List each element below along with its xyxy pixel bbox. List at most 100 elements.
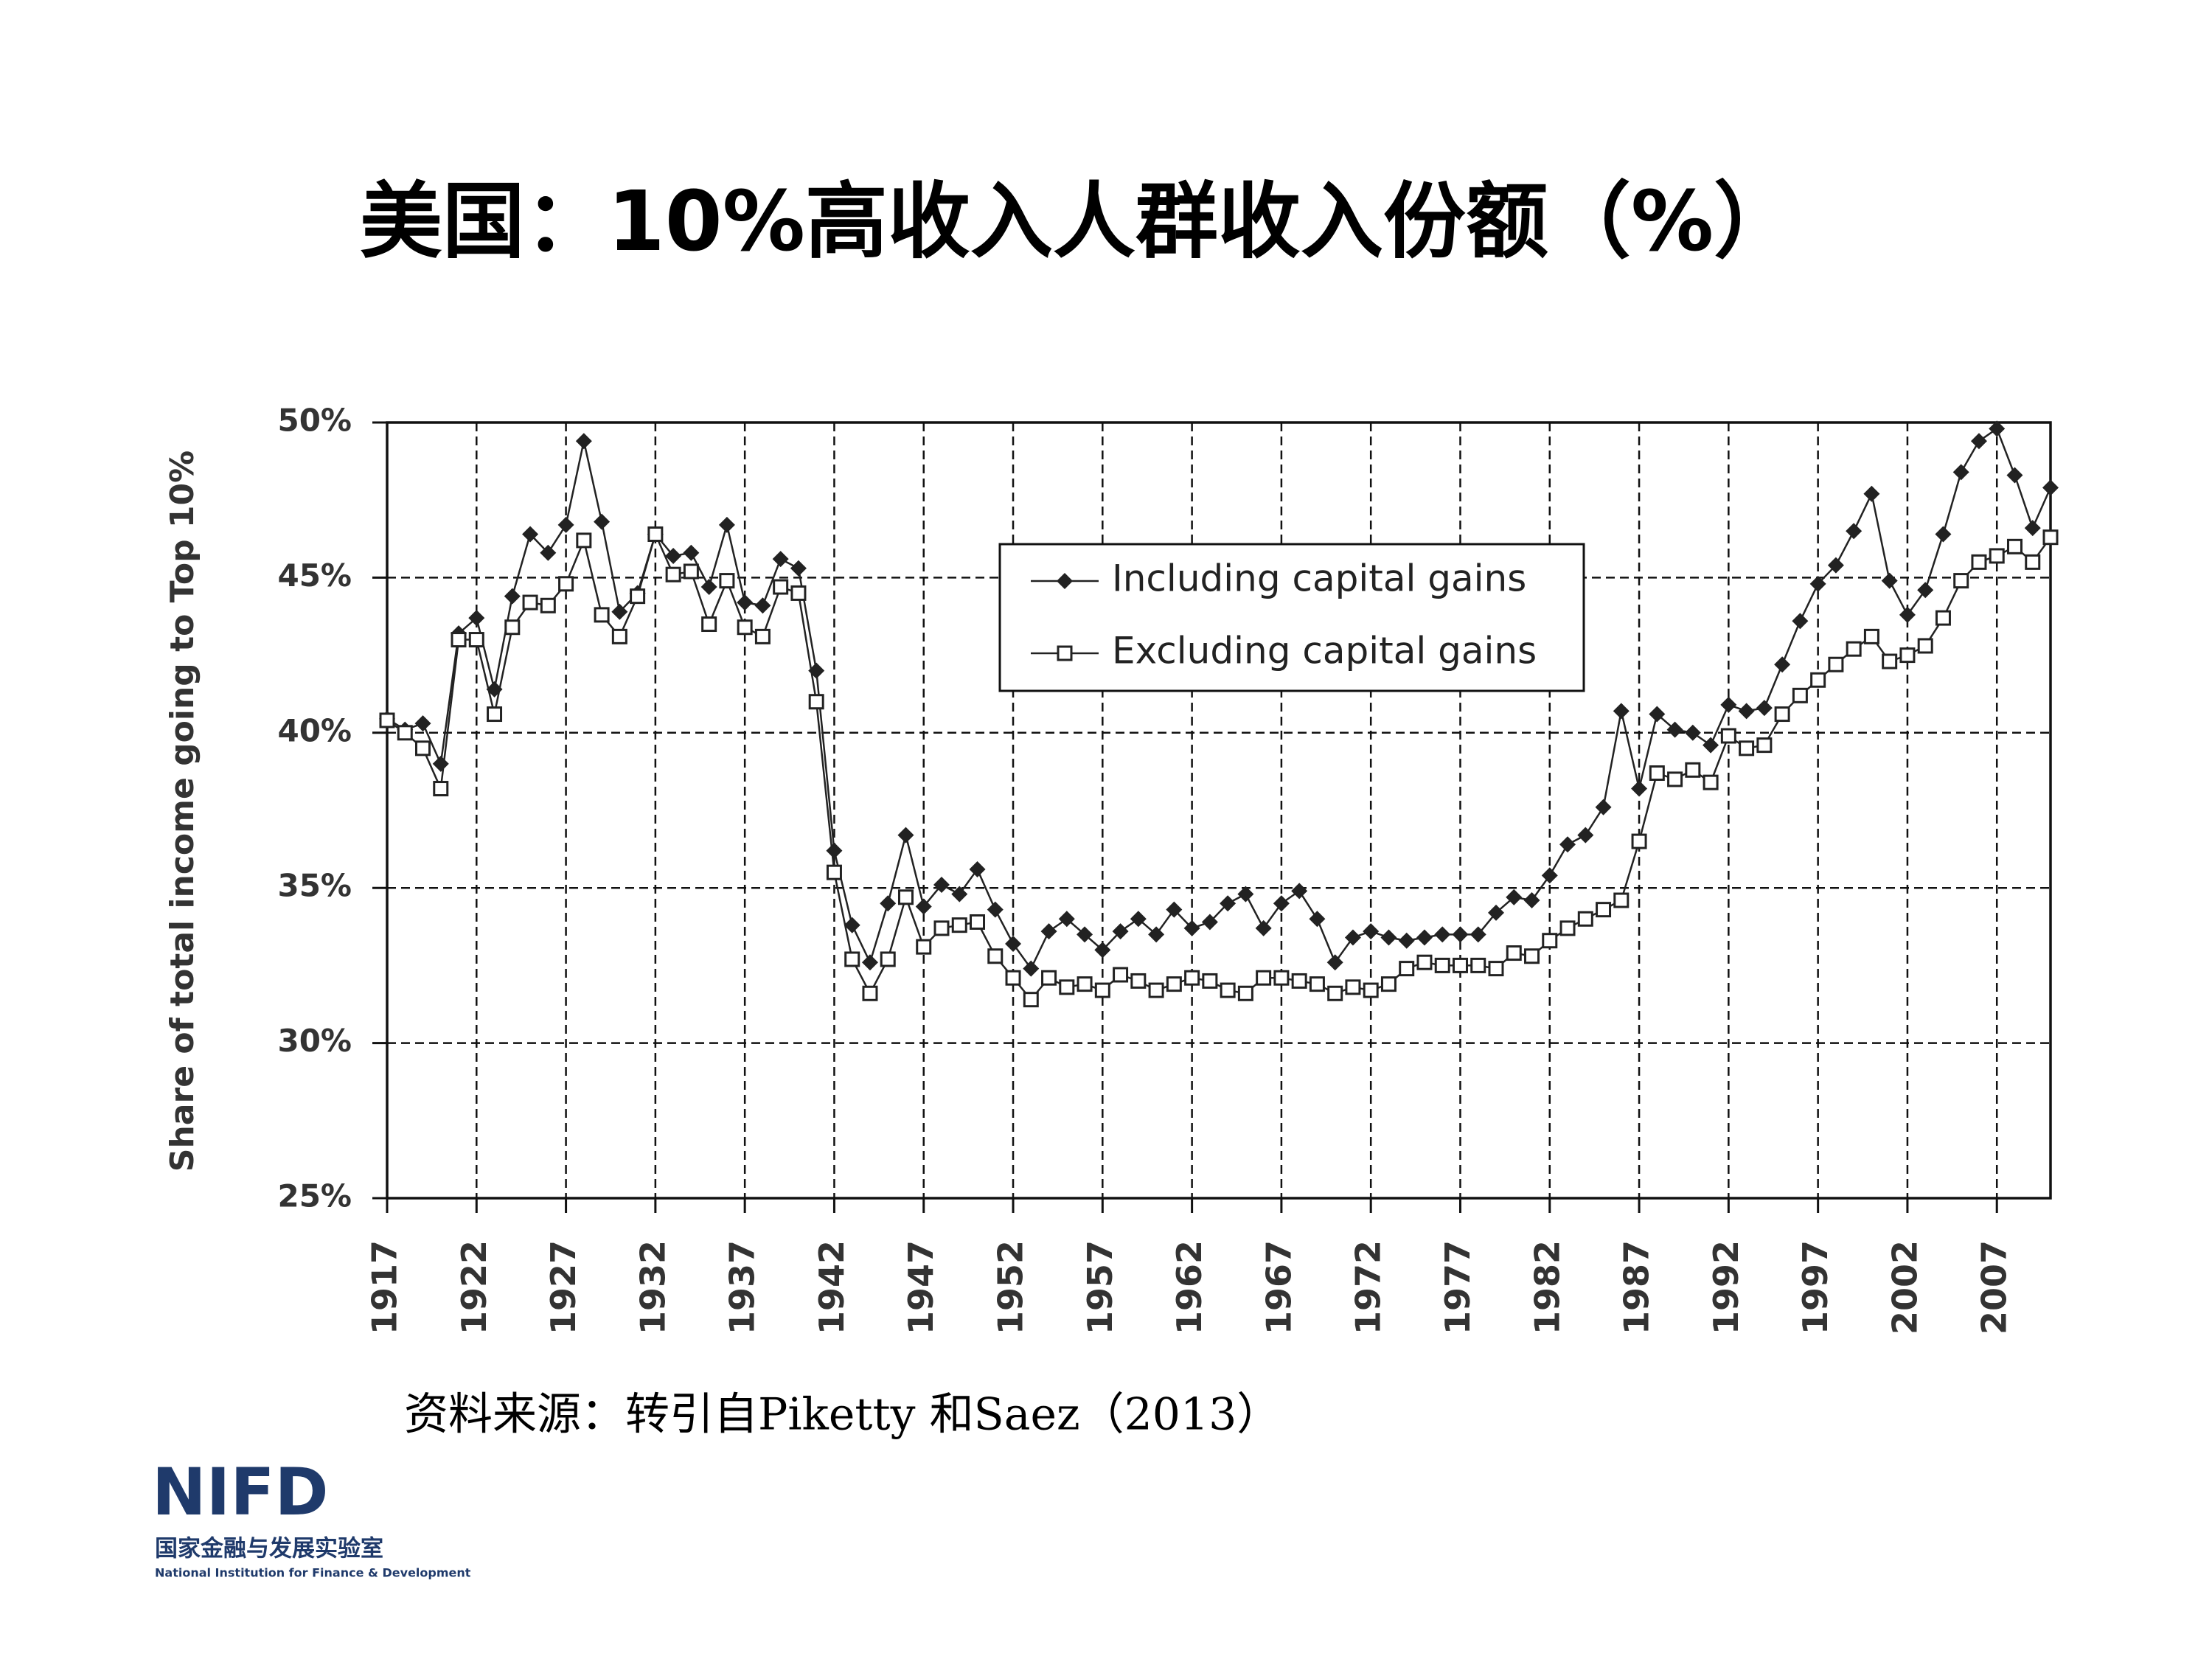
y-tick-label: 25% — [277, 1178, 352, 1214]
data-point — [862, 985, 878, 1001]
data-point — [1809, 575, 1826, 592]
data-point — [468, 610, 485, 627]
data-point — [1488, 961, 1504, 977]
data-point — [1166, 976, 1182, 992]
data-point — [897, 889, 914, 905]
data-point — [1309, 976, 1325, 992]
data-point — [897, 827, 914, 844]
data-point — [754, 597, 771, 614]
data-point — [1935, 526, 1952, 543]
data-point — [1613, 892, 1630, 908]
data-point — [1756, 737, 1773, 754]
data-point — [826, 864, 842, 880]
data-point — [719, 573, 735, 589]
data-point — [1094, 942, 1111, 959]
logo-cn: 国家金融与发展实验室 — [155, 1536, 383, 1562]
data-point — [504, 588, 521, 605]
data-point — [1523, 892, 1540, 909]
data-point — [790, 585, 807, 601]
data-point — [790, 560, 807, 577]
data-point — [1327, 985, 1343, 1001]
data-point — [1113, 967, 1129, 983]
x-tick-label: 1987 — [1617, 1240, 1657, 1335]
data-point — [1220, 895, 1237, 912]
slide-title: 美国：10%高收入人群收入份额（%） — [360, 174, 1796, 270]
data-point — [1881, 572, 1898, 589]
data-point — [1201, 914, 1218, 931]
data-point — [594, 607, 610, 623]
data-point — [1434, 926, 1451, 943]
data-point — [1649, 706, 1666, 723]
data-point — [2025, 554, 2041, 570]
x-tick-label: 1942 — [812, 1240, 852, 1335]
data-point — [1524, 948, 1540, 964]
data-point — [737, 594, 754, 611]
data-point — [1130, 973, 1147, 989]
data-point — [1882, 653, 1898, 669]
data-point — [1058, 911, 1075, 928]
data-point — [1720, 696, 1737, 713]
data-point — [1202, 973, 1218, 989]
data-point — [2042, 479, 2059, 496]
data-point — [504, 619, 521, 636]
data-point — [1220, 982, 1236, 998]
data-point — [1989, 548, 2005, 564]
data-point — [1917, 582, 1934, 599]
x-tick-label: 1922 — [454, 1240, 494, 1335]
data-point — [1130, 911, 1147, 928]
data-point — [1649, 765, 1665, 782]
data-point — [576, 532, 592, 549]
series-line — [386, 427, 2052, 971]
x-tick-label: 1952 — [991, 1240, 1031, 1335]
data-point — [1631, 833, 1647, 849]
data-point — [540, 544, 557, 561]
data-point — [1452, 926, 1469, 943]
data-point — [1666, 721, 1683, 738]
data-point — [754, 628, 771, 644]
data-point — [594, 513, 611, 530]
data-point — [1756, 700, 1773, 717]
data-point — [1488, 904, 1504, 921]
data-point — [1273, 970, 1290, 986]
data-point — [1148, 982, 1164, 998]
data-point — [1506, 945, 1522, 961]
data-point — [1684, 724, 1701, 741]
data-point — [1470, 926, 1486, 943]
data-point — [1828, 656, 1844, 672]
data-point — [772, 551, 789, 568]
data-point — [1827, 557, 1844, 574]
legend-label: Including capital gains — [1112, 557, 1526, 600]
logo-mark: NIFD — [152, 1454, 329, 1530]
data-point — [1112, 923, 1129, 940]
legend-label: Excluding capital gains — [1112, 630, 1537, 672]
x-tick-label: 1982 — [1527, 1240, 1567, 1335]
data-point — [1739, 740, 1755, 757]
x-tick-label: 1937 — [723, 1240, 762, 1335]
data-point — [1792, 613, 1809, 630]
data-point — [1953, 573, 1969, 589]
y-tick-label: 40% — [277, 712, 352, 748]
data-point — [1846, 641, 1862, 657]
data-point — [683, 544, 700, 561]
data-point — [808, 694, 824, 710]
data-point — [1863, 628, 1879, 644]
data-point — [1094, 982, 1110, 998]
x-tick-label: 1927 — [543, 1240, 583, 1335]
data-point — [1595, 799, 1612, 815]
data-point — [1559, 836, 1576, 853]
y-tick-label: 50% — [277, 403, 352, 439]
data-point — [916, 939, 932, 955]
data-point — [1577, 911, 1593, 927]
data-point — [575, 433, 592, 450]
data-point — [880, 951, 896, 967]
data-point — [933, 920, 950, 936]
data-point — [647, 526, 664, 542]
data-point — [1309, 911, 1326, 928]
data-point — [1077, 926, 1093, 943]
data-point — [1237, 886, 1254, 902]
data-point — [1971, 554, 1987, 570]
data-point — [558, 576, 574, 592]
x-tick-label: 1972 — [1349, 1240, 1388, 1335]
data-point — [1899, 647, 1916, 664]
data-point — [861, 954, 878, 971]
